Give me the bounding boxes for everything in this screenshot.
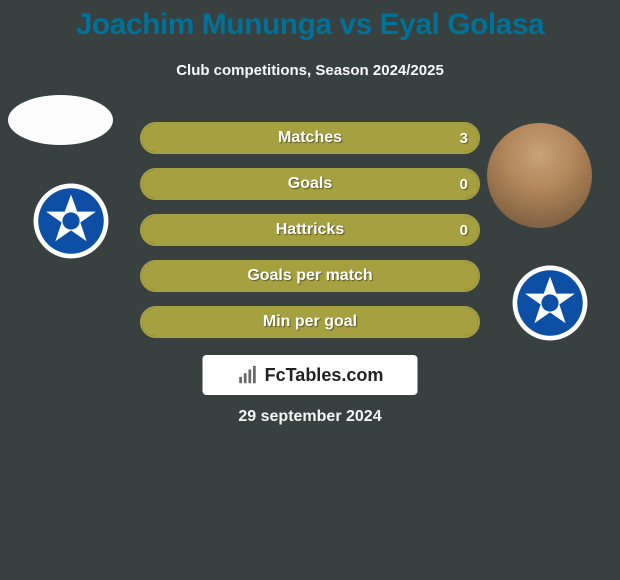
stat-bar-right-value: 0: [460, 216, 468, 244]
club-badge-icon: [511, 264, 589, 342]
stat-bar: Matches3: [140, 122, 480, 154]
subtitle: Club competitions, Season 2024/2025: [0, 62, 620, 79]
branding-box: FcTables.com: [203, 355, 418, 395]
stat-bar-label: Matches: [142, 124, 478, 152]
club-badge-icon: [32, 182, 110, 260]
player-left-club-badge: [28, 178, 113, 263]
date-text: 29 september 2024: [0, 408, 620, 426]
bar-chart-icon: [237, 364, 259, 386]
stat-bar: Min per goal: [140, 306, 480, 338]
stat-bar-right-value: 3: [460, 124, 468, 152]
page-title: Joachim Mununga vs Eyal Golasa: [0, 8, 620, 42]
branding-text: FcTables.com: [265, 365, 384, 386]
player-right-face-icon: [487, 123, 592, 228]
stat-bar: Hattricks0: [140, 214, 480, 246]
stat-bar-label: Min per goal: [142, 308, 478, 336]
stat-bar: Goals per match: [140, 260, 480, 292]
stat-bar: Goals0: [140, 168, 480, 200]
stat-bar-label: Goals per match: [142, 262, 478, 290]
player-right-club-badge: [507, 260, 592, 345]
stat-bar-label: Hattricks: [142, 216, 478, 244]
stat-bar-label: Goals: [142, 170, 478, 198]
comparison-bars: Matches3Goals0Hattricks0Goals per matchM…: [140, 122, 480, 338]
stat-bar-right-value: 0: [460, 170, 468, 198]
player-left-avatar: [8, 95, 113, 145]
player-right-avatar: [487, 123, 592, 228]
